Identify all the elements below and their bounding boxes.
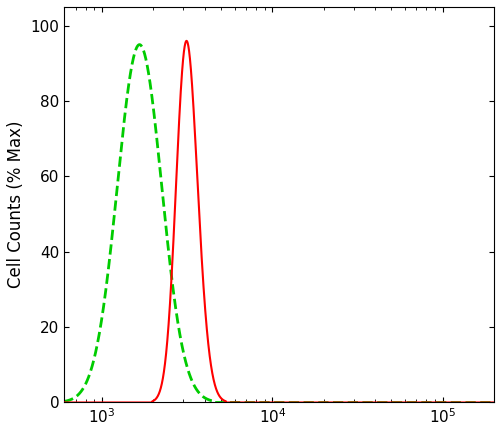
Y-axis label: Cell Counts (% Max): Cell Counts (% Max) <box>7 121 25 288</box>
